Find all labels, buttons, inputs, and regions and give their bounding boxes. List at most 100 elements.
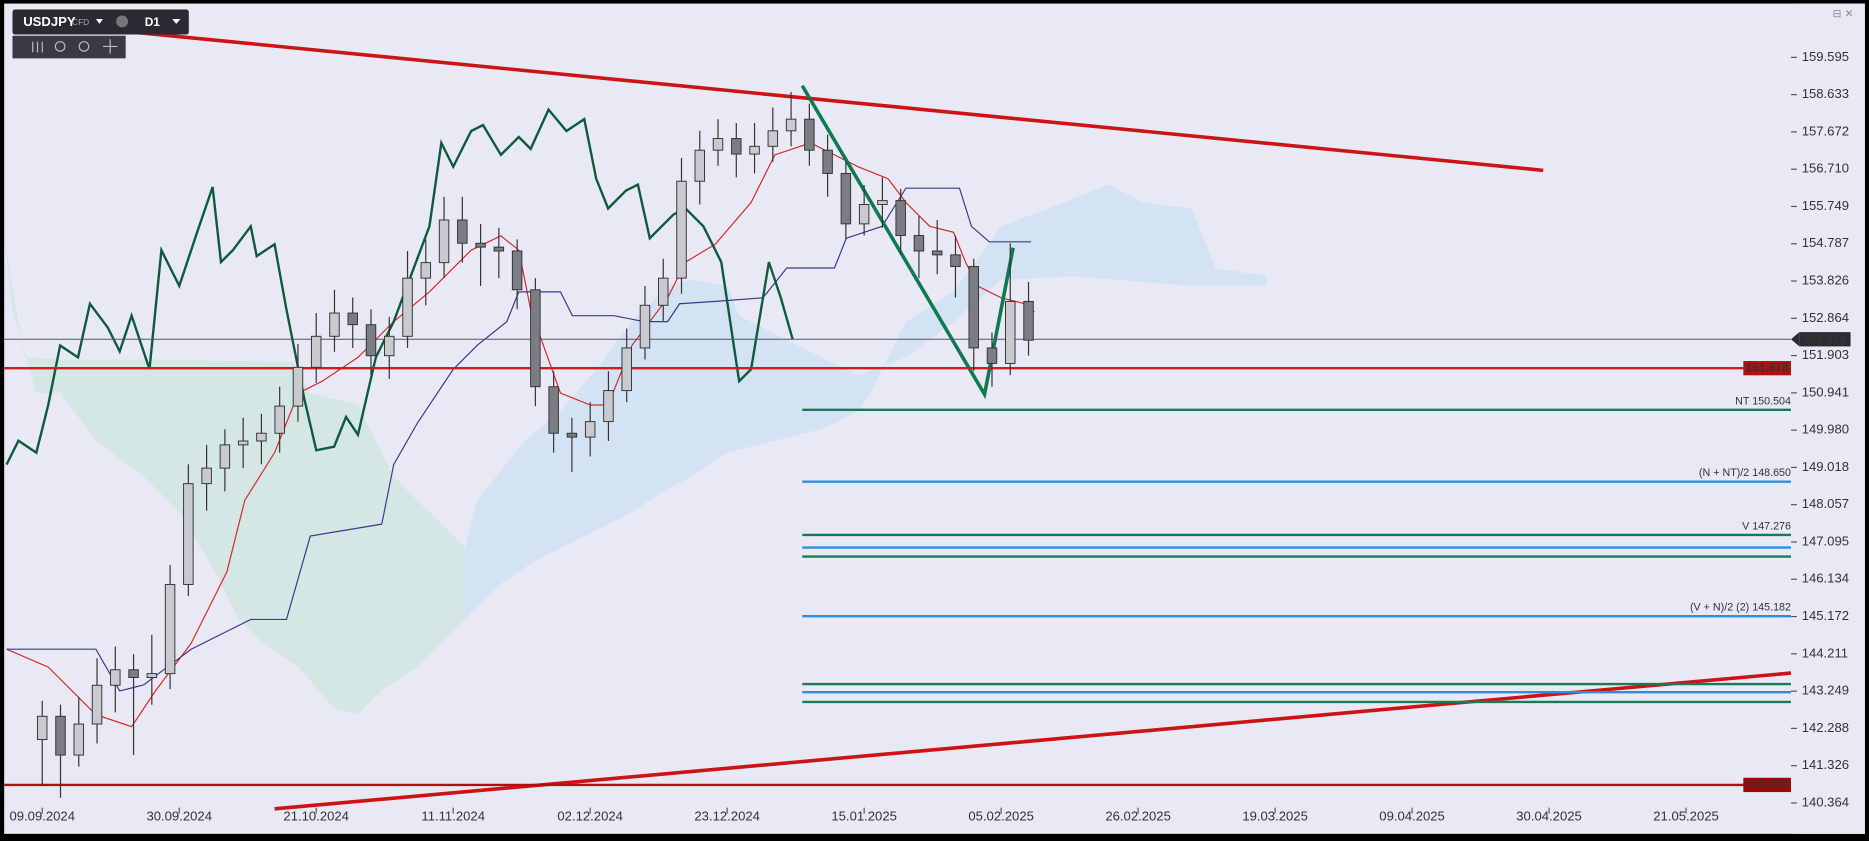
candle-body [931, 250, 943, 256]
timeframe[interactable]: D1 [145, 15, 161, 29]
price-axis [1793, 3, 1865, 834]
y-tick-label: 149.018 [1802, 459, 1849, 474]
candle-body [493, 246, 505, 252]
candle-body [274, 405, 285, 434]
x-tick-label: 21.10.2024 [283, 809, 349, 824]
y-tick-label: 152.864 [1802, 310, 1849, 325]
candle-body [566, 432, 578, 438]
y-tick-label: 144.211 [1802, 645, 1848, 660]
candle-body [804, 118, 815, 151]
level-label: (V + N)/2 (2) 145.182 [1690, 602, 1791, 614]
x-tick-label: 11.11.2024 [421, 809, 485, 824]
candle-body [530, 289, 541, 388]
y-tick-label: 145.172 [1802, 608, 1849, 623]
candle-body [347, 312, 358, 326]
candle-body [164, 583, 176, 675]
candle-body [329, 312, 340, 337]
level-label: NT 150.504 [1735, 395, 1791, 407]
candle-body [475, 242, 486, 248]
y-tick-label: 153.826 [1802, 272, 1849, 287]
candle-body [986, 347, 998, 364]
price-box [1743, 361, 1791, 376]
toolbar: USDJPY CFD D1 [12, 9, 189, 59]
x-tick-label: 19.03.2025 [1242, 809, 1308, 824]
candle-body [913, 235, 925, 252]
x-tick-label: 09.09.2024 [9, 809, 75, 824]
tenkan-line [6, 142, 1035, 728]
candle-body [511, 250, 523, 291]
candle-body [1023, 300, 1034, 341]
x-tick-label: 09.04.2025 [1379, 809, 1445, 824]
candle-body [201, 467, 212, 485]
price-label: 152.324 [1803, 331, 1846, 345]
candle-body [91, 684, 103, 725]
level-label: V 147.276 [1742, 520, 1791, 532]
y-tick-label: 148.057 [1802, 496, 1849, 511]
candle-body [183, 483, 194, 585]
candle-body [110, 669, 121, 686]
candle-body [256, 432, 267, 442]
candle-body [950, 254, 961, 267]
price-label: 140.830 [1746, 777, 1789, 791]
trend-line-lower [274, 671, 1792, 811]
candle-body [731, 138, 742, 155]
candle-body [146, 673, 158, 678]
candle-body [895, 200, 906, 236]
candle-body [73, 723, 85, 756]
y-tick-label: 147.095 [1802, 533, 1849, 548]
y-tick-label: 142.288 [1802, 720, 1849, 735]
symbol-badge: CFD [72, 17, 89, 27]
x-tick-label: 30.04.2025 [1516, 809, 1582, 824]
candle-body [603, 390, 614, 423]
symbol: USDJPY [23, 14, 76, 29]
x-tick-label: 21.05.2025 [1653, 809, 1719, 824]
cloud-green [5, 244, 466, 715]
wave-pattern [800, 84, 1015, 400]
candle-body [292, 366, 304, 407]
candle-body [767, 130, 779, 147]
window-controls[interactable]: ⊟ ✕ [1833, 8, 1854, 20]
candle-body [219, 444, 231, 469]
y-tick-label: 149.980 [1802, 422, 1849, 437]
candle-body [548, 386, 559, 434]
y-tick-label: 154.787 [1802, 235, 1849, 250]
y-tick-label: 159.595 [1802, 49, 1849, 64]
y-tick-label: 158.633 [1802, 86, 1849, 101]
y-tick-label: 140.364 [1802, 794, 1849, 809]
candle-body [639, 304, 651, 349]
info-icon[interactable] [116, 15, 129, 28]
candle-body [128, 669, 139, 678]
candle-body [384, 335, 395, 357]
candle-body [365, 324, 377, 357]
tool-icons[interactable] [32, 39, 118, 54]
y-tick-label: 151.903 [1802, 347, 1849, 362]
chikou-line [5, 107, 794, 466]
price-box [1743, 777, 1791, 793]
candle-body [785, 118, 797, 132]
y-tick-label: 157.672 [1802, 123, 1849, 138]
price-label: 151.578 [1746, 360, 1789, 374]
tool-bar [12, 35, 126, 59]
x-tick-label: 05.02.2025 [968, 809, 1034, 824]
candle-body [712, 138, 724, 151]
candle-body [420, 262, 432, 279]
x-tick-label: 23.12.2024 [694, 809, 760, 824]
timeframe-arrow[interactable] [172, 19, 181, 24]
y-tick-label: 155.749 [1802, 198, 1849, 213]
level-label: (N + NT)/2 148.650 [1699, 467, 1791, 479]
y-tick-label: 156.710 [1802, 161, 1849, 176]
x-tick-label: 30.09.2024 [146, 809, 212, 824]
candle-body [877, 200, 888, 205]
candle-body [310, 335, 322, 368]
dropdown-arrow[interactable] [95, 19, 104, 24]
x-tick-label: 26.02.2025 [1105, 809, 1171, 824]
candle-body [402, 277, 413, 337]
trend-line-upper [48, 22, 1544, 173]
candle-body [968, 266, 979, 349]
y-tick-label: 150.941 [1802, 384, 1849, 399]
candle-body [584, 421, 596, 438]
price-arrow [1790, 332, 1800, 347]
y-tick-label: 143.249 [1802, 683, 1849, 698]
